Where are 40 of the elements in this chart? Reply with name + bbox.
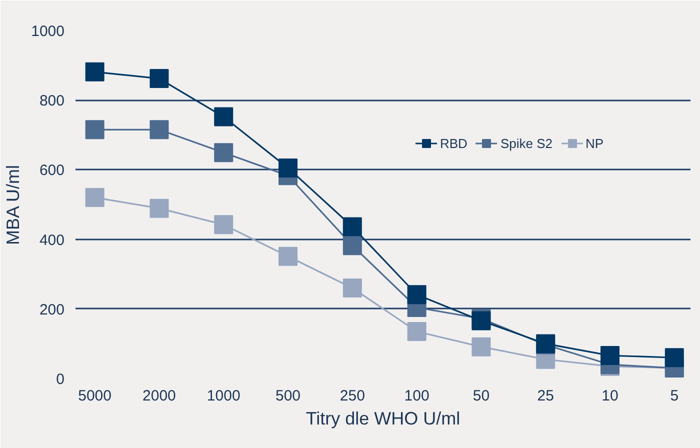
point bbox=[85, 120, 104, 140]
point bbox=[150, 198, 169, 218]
x-tick-label: 10 bbox=[602, 388, 618, 404]
x-tick-label: 250 bbox=[340, 388, 365, 404]
point bbox=[214, 107, 234, 126]
x-axis-title: Titry dle WHO U/ml bbox=[306, 408, 460, 428]
legend-label: RBD bbox=[440, 136, 468, 150]
point bbox=[214, 143, 234, 162]
legend-label: Spike S2 bbox=[500, 136, 552, 150]
y-tick-label: 0 bbox=[56, 371, 64, 388]
point bbox=[85, 62, 104, 82]
x-tick-label: 5000 bbox=[78, 388, 112, 404]
x-tick-label: 5 bbox=[670, 388, 679, 404]
point bbox=[214, 215, 234, 234]
point bbox=[150, 69, 169, 88]
point bbox=[600, 346, 620, 366]
y-tick-label: 200 bbox=[39, 301, 65, 318]
point bbox=[407, 285, 426, 304]
x-tick-label: 100 bbox=[404, 388, 430, 404]
point bbox=[278, 246, 298, 266]
y-tick-label: 600 bbox=[39, 162, 65, 180]
x-tick-label: 25 bbox=[537, 388, 554, 404]
point bbox=[342, 278, 362, 298]
point bbox=[342, 217, 362, 236]
x-tick-label: 2000 bbox=[142, 388, 176, 404]
y-tick-label: 400 bbox=[39, 232, 65, 249]
y-axis-title: MBA U/ml bbox=[3, 164, 24, 245]
y-tick-label: 800 bbox=[39, 92, 65, 110]
point bbox=[664, 348, 684, 368]
y-tick-label: 1000 bbox=[31, 23, 65, 40]
x-tick-label: 1000 bbox=[206, 388, 240, 404]
point bbox=[407, 322, 426, 342]
point bbox=[342, 236, 362, 256]
x-tick-label: 50 bbox=[472, 388, 490, 404]
point bbox=[85, 188, 104, 208]
point bbox=[278, 158, 298, 178]
legend-label: NP bbox=[586, 136, 605, 150]
point bbox=[150, 120, 169, 140]
x-tick-label: 500 bbox=[276, 388, 301, 404]
point bbox=[472, 337, 491, 356]
